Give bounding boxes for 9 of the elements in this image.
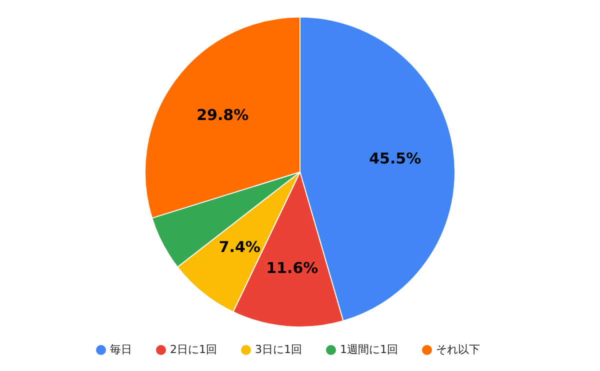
- data-label: 29.8%: [196, 106, 249, 124]
- legend-label: 毎日: [110, 343, 132, 356]
- legend-label: それ以下: [436, 343, 480, 356]
- legend-label: 2日に1回: [170, 343, 217, 356]
- data-label: 45.5%: [369, 149, 422, 168]
- data-label: 11.6%: [266, 258, 318, 277]
- legend-label: 1週間に1回: [340, 343, 398, 356]
- legend-label: 3日に1回: [255, 343, 302, 356]
- data-label: 7.4%: [218, 238, 260, 256]
